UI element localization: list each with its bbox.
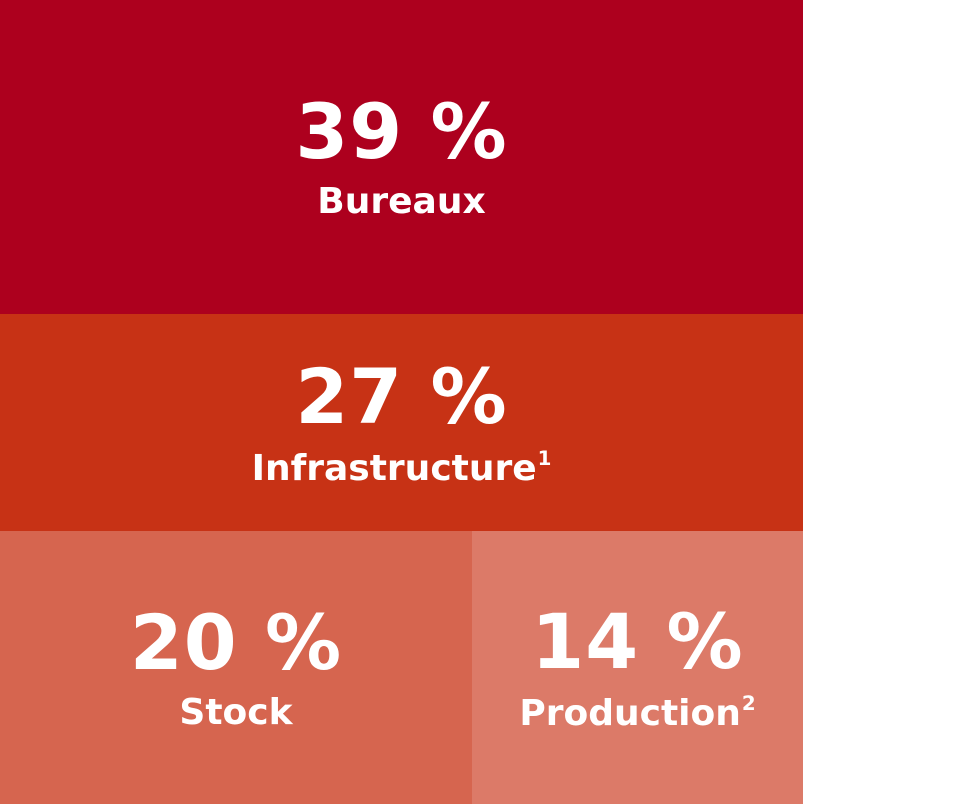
footnote-marker: 1	[537, 446, 552, 470]
tile-category-label: Bureaux	[317, 184, 485, 220]
tile-value-label: 27 %	[295, 351, 508, 441]
tile-value-label: 20 %	[129, 597, 343, 687]
tile-value-label: 14 %	[531, 596, 744, 686]
tile-category-label: Stock	[179, 691, 293, 733]
tile-category-label: Production2	[519, 691, 756, 734]
tile-category-label: Infrastructure1	[251, 446, 552, 489]
treemap-tile-infrastructure: 27 % Infrastructure1	[0, 314, 803, 531]
tile-category-text: Bureaux	[317, 181, 486, 222]
tile-category-text: Stock	[179, 691, 293, 733]
treemap-tile-stock: 20 % Stock	[0, 531, 472, 804]
tile-category-text: Infrastructure	[251, 447, 537, 489]
tile-category-text: Production	[519, 692, 741, 734]
tile-value-label: 39 %	[295, 87, 508, 176]
treemap-tile-production: 14 % Production2	[472, 531, 803, 804]
treemap-tile-bureaux: 39 % Bureaux	[0, 0, 803, 314]
footnote-marker: 2	[741, 691, 756, 715]
